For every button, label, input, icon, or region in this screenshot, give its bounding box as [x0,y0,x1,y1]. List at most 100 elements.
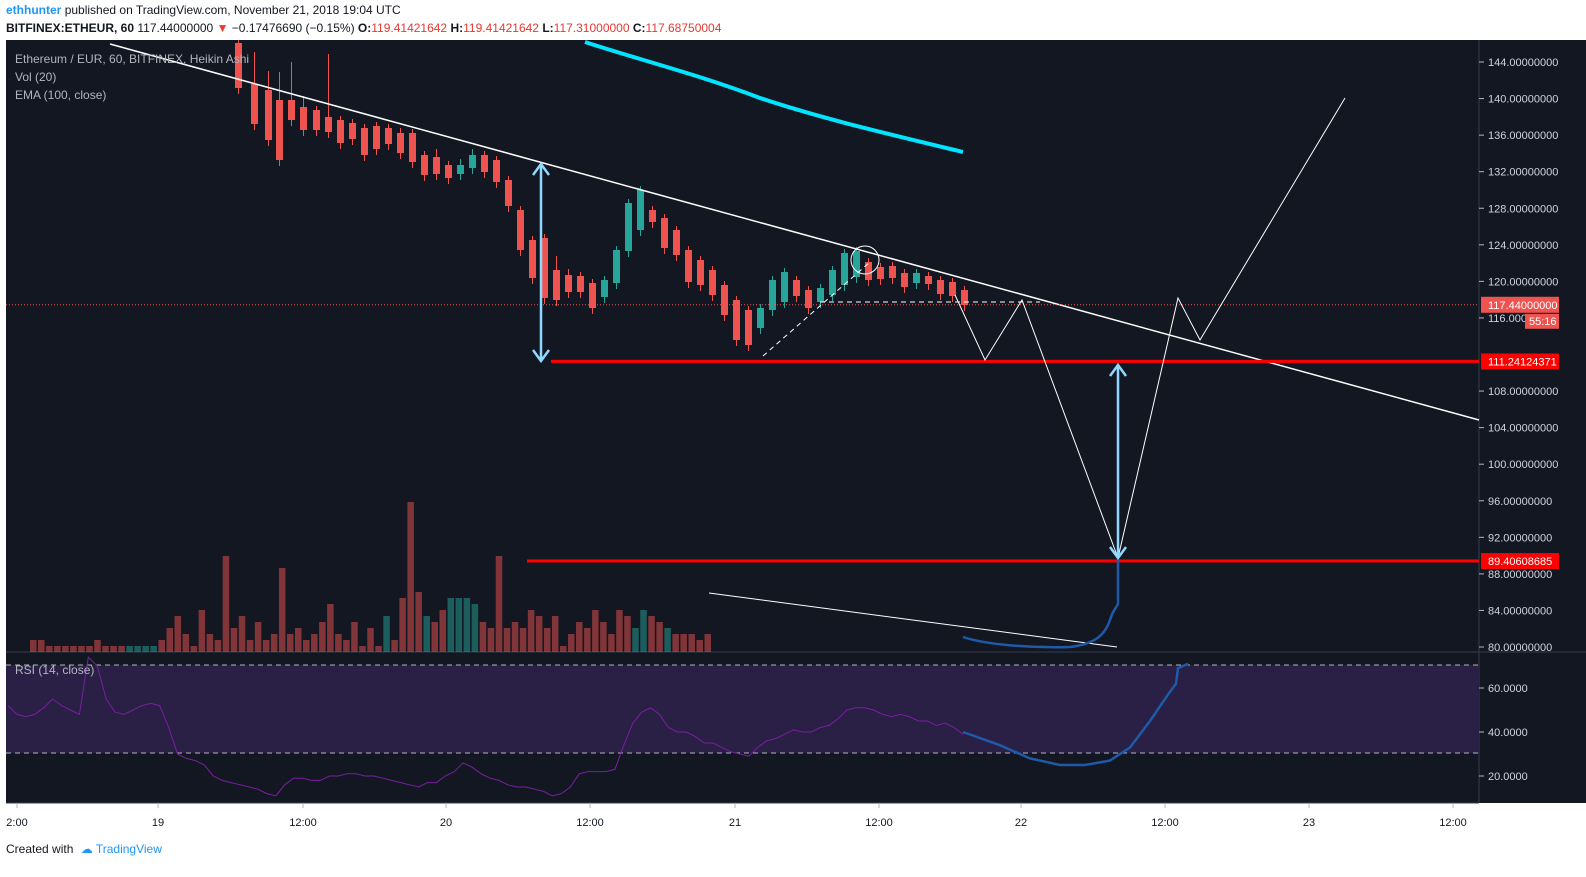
volume-bar [190,646,198,652]
tradingview-link[interactable]: TradingView [95,842,162,856]
volume-bar [375,646,382,652]
volume-projection-curve [962,560,1120,649]
candle-body [235,43,242,88]
candle-body [529,240,536,278]
volume-bar [359,646,366,652]
volume-bar [351,622,358,652]
candle-body [841,253,848,285]
volume-bar [383,616,390,652]
current-price-tag [1481,296,1559,313]
candle-body [505,180,512,206]
chart-title[interactable]: Ethereum / EUR, 60, BITFINEX, Heikin Ash… [15,52,250,66]
volume-bar [407,502,414,652]
volume-bar [86,646,93,652]
candle-body [769,280,776,310]
volume-bar [238,616,246,652]
volume-bar [463,598,471,652]
candle-body [553,270,560,300]
candle-body [385,128,392,144]
volume-bar [118,646,125,652]
candle-body [457,165,464,174]
rsi-tick-label: 40.0000 [1488,727,1528,739]
price-tick-label: 92.00000000 [1488,532,1552,544]
volume-bar [174,616,182,652]
volume-legend[interactable]: Vol (20) [15,70,57,84]
created-with-text: Created with [6,842,74,856]
volume-bar [62,646,69,652]
volume-bar [206,634,214,652]
volume-bar [166,628,174,652]
time-tick-label: 22 [1015,817,1027,829]
candle-body [481,155,488,172]
candle-body [637,190,644,230]
volume-bar [78,646,85,652]
price-chart[interactable]: 144.00000000 140.00000000 136.00000000 132.… [0,40,1586,836]
candle-body [877,267,884,279]
volume-bar [527,610,535,652]
price-tick-label: 100.00000000 [1488,459,1558,471]
candle-body [937,280,944,294]
down-arrow-icon: ▼ [216,21,229,35]
level-price-label: 89.40608685 [1488,556,1552,568]
volume-bar [367,628,374,652]
volume-bar [519,628,527,652]
author-name[interactable]: ethhunter [6,3,62,17]
breakout-circle-marker [850,245,880,275]
volume-bar [198,610,206,652]
candle-body [577,276,584,292]
price-tick-label: 140.00000000 [1488,94,1558,106]
time-tick-label: 21 [729,817,741,829]
candle-body [445,165,452,178]
countdown-tag [1525,313,1559,329]
price-tick-label: 144.00000000 [1488,57,1558,69]
time-tick-label: 19 [152,817,164,829]
candle-body [337,120,344,143]
last-price: 117.44000000 [137,21,214,35]
volume-bar [46,646,53,652]
low-label: L: [542,21,554,35]
candle-body [733,300,740,340]
candle-body [949,282,956,296]
candle-body [625,203,632,251]
volume-bar [487,628,495,652]
ema-legend[interactable]: EMA (100, close) [15,88,107,102]
volume-bar [319,622,326,652]
volume-bar [102,646,109,652]
candle-body [781,272,788,302]
volume-bar [600,622,607,652]
volume-bar [624,616,631,652]
candle-body [745,310,752,345]
candle-body [649,210,656,222]
volume-bar [543,628,551,652]
countdown-label: 55:16 [1529,316,1557,328]
time-tick-label: 2:00 [6,817,27,829]
volume-bar [439,610,447,652]
time-tick-label: 12:00 [865,817,893,829]
volume-bar [294,628,302,652]
candle-body [793,280,800,296]
volume-bar [270,634,278,652]
publish-info: ethhunter published on TradingView.com, … [6,3,401,17]
symbol-info: BITFINEX:ETHEUR, 60 117.44000000 ▼ −0.17… [6,21,721,35]
tradingview-logo-icon[interactable]: ☁ [80,842,93,856]
arrow-head-up-icon [531,161,551,176]
volume-bar [399,598,406,652]
volume-bar [592,610,599,652]
price-change: −0.17476690 (−0.15%) [231,21,355,35]
candle-body [721,285,728,315]
volume-bar [150,646,157,652]
volume-bar [303,640,310,652]
trendline[interactable] [109,43,1480,421]
rsi-legend[interactable]: RSI (14, close) [15,663,95,677]
price-tick-label: 80.00000000 [1488,642,1552,654]
volume-bar [632,628,639,652]
rsi-tick-label: 20.0000 [1488,771,1528,783]
candle-body [601,280,608,297]
candle-body [300,107,307,130]
candle-body [493,160,500,182]
low-value: 117.31000000 [553,21,630,35]
candle-body [421,155,428,175]
level-price-tag [1481,553,1559,570]
volume-bar [431,622,438,652]
volume-bar [511,622,519,652]
